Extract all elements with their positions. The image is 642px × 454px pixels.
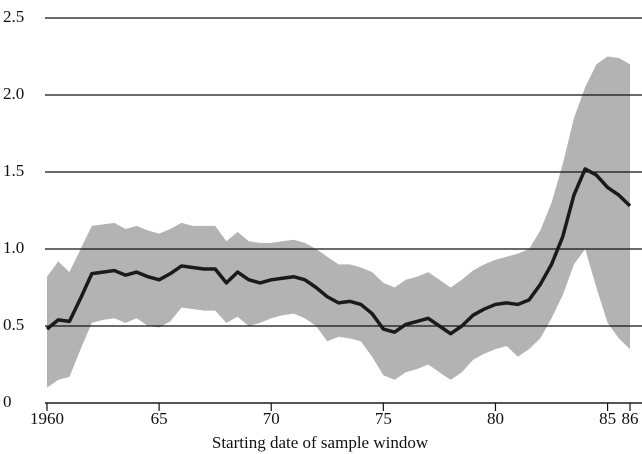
x-tick-label: 65: [151, 409, 168, 428]
y-tick-label: 0: [3, 392, 12, 411]
y-tick-label: 2.0: [3, 84, 24, 103]
x-tick-label: 80: [487, 409, 504, 428]
confidence-band: [47, 56, 630, 388]
y-tick-label: 2.5: [3, 7, 24, 26]
y-tick-label: 1.0: [3, 238, 24, 257]
x-tick-label: 1960: [30, 409, 64, 428]
x-tick-label: 70: [263, 409, 280, 428]
line: [45, 167, 632, 336]
x-tick-label: 86: [622, 409, 639, 428]
x-axis-label: Starting date of sample window: [212, 433, 429, 452]
y-tick-label: 1.5: [3, 161, 24, 180]
x-tick-label: 85: [599, 409, 616, 428]
x-tick-label: 75: [375, 409, 392, 428]
y-tick-label: 0.5: [3, 315, 24, 334]
